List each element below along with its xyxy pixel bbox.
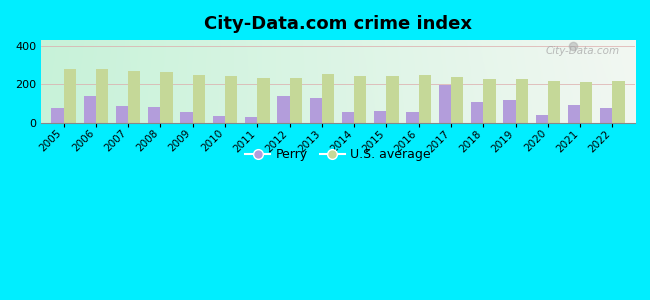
Bar xyxy=(600,108,612,123)
Bar xyxy=(568,105,580,123)
Bar xyxy=(342,112,354,123)
Bar xyxy=(161,72,173,123)
Bar xyxy=(148,107,161,123)
Bar xyxy=(96,69,108,123)
Bar xyxy=(289,78,302,123)
Bar xyxy=(278,96,289,123)
Bar xyxy=(580,82,592,123)
Title: City-Data.com crime index: City-Data.com crime index xyxy=(204,15,472,33)
Bar xyxy=(503,100,515,123)
Bar xyxy=(51,108,64,123)
Bar xyxy=(406,112,419,123)
Bar xyxy=(309,98,322,123)
Bar xyxy=(515,80,528,123)
Bar xyxy=(374,111,386,123)
Bar xyxy=(612,81,625,123)
Bar xyxy=(439,85,451,123)
Bar xyxy=(483,79,495,123)
Bar xyxy=(84,96,96,123)
Bar xyxy=(419,75,431,123)
Bar xyxy=(128,71,140,123)
Bar xyxy=(322,74,334,123)
Bar xyxy=(536,116,548,123)
Bar xyxy=(451,77,463,123)
Bar xyxy=(213,116,225,123)
Bar xyxy=(181,112,192,123)
Bar xyxy=(64,69,76,123)
Bar xyxy=(354,76,367,123)
Text: City-Data.com: City-Data.com xyxy=(546,46,620,56)
Bar xyxy=(548,81,560,123)
Bar xyxy=(471,103,483,123)
Bar xyxy=(386,76,398,123)
Bar xyxy=(245,117,257,123)
Bar xyxy=(225,76,237,123)
Bar xyxy=(116,106,128,123)
Bar xyxy=(192,75,205,123)
Legend: Perry, U.S. average: Perry, U.S. average xyxy=(240,143,436,166)
Bar xyxy=(257,77,270,123)
